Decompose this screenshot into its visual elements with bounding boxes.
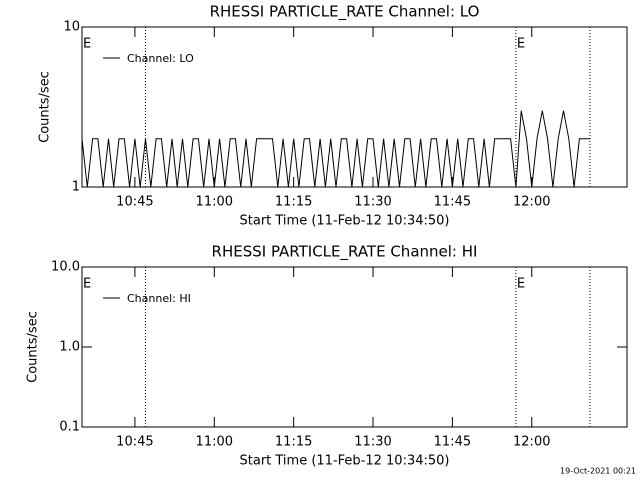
- y-tick-label: 1.0: [59, 340, 80, 355]
- x-tick-label: 10:45: [116, 195, 153, 210]
- x-tick-label: 12:00: [513, 435, 550, 450]
- annotation: E: [83, 277, 91, 292]
- x-axis-label: Start Time (11-Feb-12 10:34:50): [240, 214, 450, 229]
- x-tick-label: 12:00: [513, 195, 550, 210]
- x-tick-label: 11:30: [354, 195, 391, 210]
- y-tick-label: 0.1: [59, 420, 80, 435]
- y-axis-label: Counts/sec: [38, 71, 53, 143]
- annotation: E: [517, 277, 525, 292]
- legend-label: Channel: HI: [127, 292, 191, 305]
- x-tick-label: 10:45: [116, 435, 153, 450]
- x-axis-label: Start Time (11-Feb-12 10:34:50): [240, 454, 450, 469]
- legend-label: Channel: LO: [127, 52, 194, 65]
- y-tick-label: 1: [72, 180, 80, 195]
- x-tick-label: 11:30: [354, 435, 391, 450]
- annotation: E: [517, 37, 525, 52]
- y-axis-label: Counts/sec: [26, 311, 41, 383]
- plot-frame: [81, 26, 628, 188]
- annotation: E: [83, 37, 91, 52]
- chart-title: RHESSI PARTICLE_RATE Channel: LO: [210, 3, 480, 22]
- data-line: [81, 110, 590, 188]
- y-tick-label: 10.0: [51, 260, 80, 275]
- x-tick-label: 11:45: [434, 435, 471, 450]
- chart-title: RHESSI PARTICLE_RATE Channel: HI: [212, 243, 478, 262]
- x-tick-label: 11:45: [434, 195, 471, 210]
- x-tick-label: 11:15: [275, 195, 312, 210]
- x-tick-label: 11:00: [196, 195, 233, 210]
- y-tick-label: 10: [63, 20, 80, 35]
- footer: 19-Oct-2021 00:21: [560, 467, 636, 476]
- x-tick-label: 11:00: [196, 435, 233, 450]
- x-tick-label: 11:15: [275, 435, 312, 450]
